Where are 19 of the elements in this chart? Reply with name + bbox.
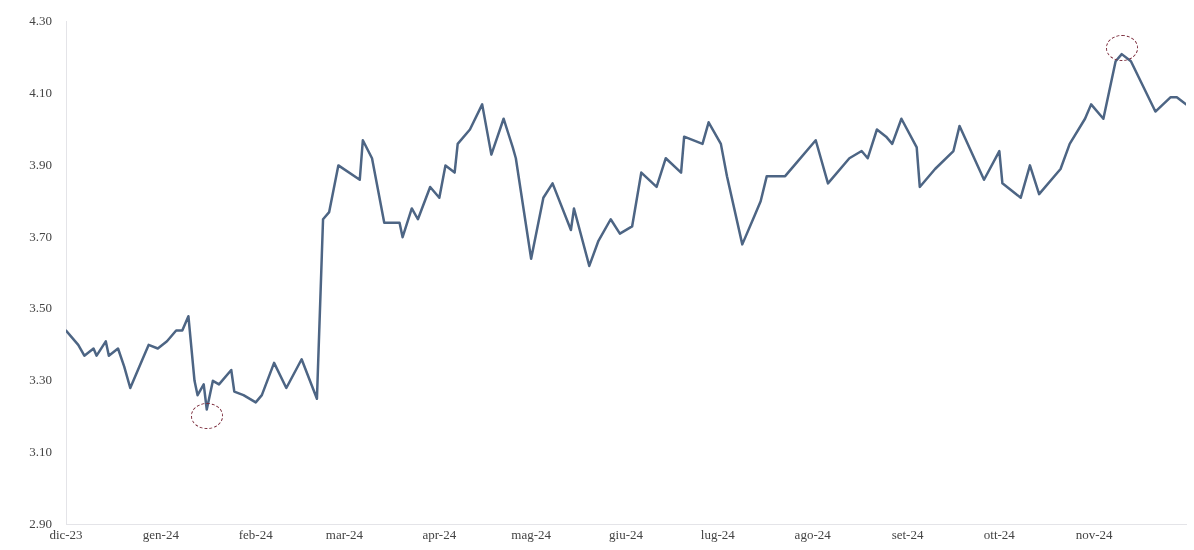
x-tick-label: set-24 <box>891 526 924 542</box>
x-tick-label: apr-24 <box>422 526 457 542</box>
x-tick-label: giu-24 <box>609 526 644 542</box>
y-tick-label: 4.10 <box>29 85 52 101</box>
x-tick-label: gen-24 <box>142 526 180 542</box>
x-tick-label: nov-24 <box>1075 526 1114 542</box>
y-tick-label: 4.30 <box>29 13 52 29</box>
y-tick-label: 3.30 <box>29 372 52 388</box>
y-tick-label: 3.50 <box>29 300 52 316</box>
x-tick-label: feb-24 <box>238 526 274 542</box>
x-tick-label: mar-24 <box>325 526 364 542</box>
y-tick-label: 2.90 <box>29 515 52 531</box>
x-tick-label: mag-24 <box>511 526 552 542</box>
x-tick-label: ott-24 <box>983 526 1016 542</box>
y-tick-label: 3.90 <box>29 156 52 172</box>
x-tick-label: lug-24 <box>700 526 736 542</box>
y-tick-label: 3.10 <box>29 444 52 460</box>
y-tick-label: 3.70 <box>29 228 52 244</box>
x-tick-label: ago-24 <box>794 526 832 542</box>
